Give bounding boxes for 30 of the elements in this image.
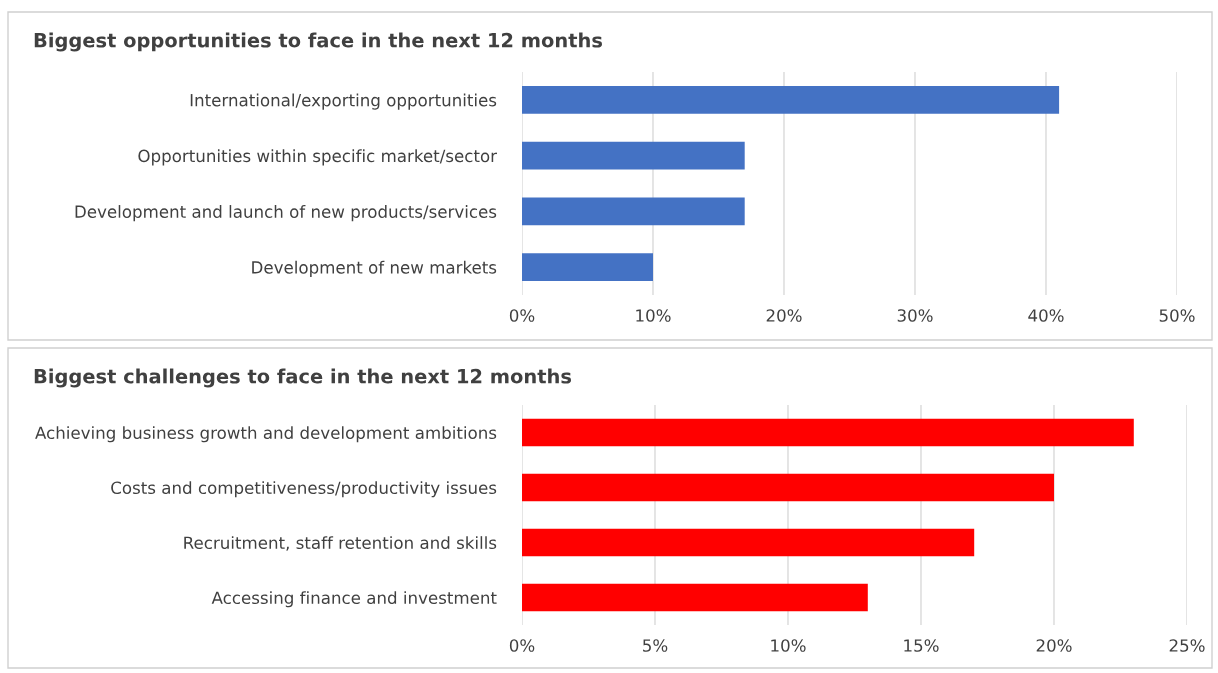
text: Biggest challenges to face in the next 12 months [34,368,572,388]
x-tick-label: 5% [643,639,668,652]
bar [522,528,975,557]
x-tick-label: 50% [1159,309,1195,322]
x-tick-label: 20% [766,309,802,322]
x-tick-label: 10% [636,309,671,322]
bar [522,253,653,282]
bar [522,197,745,226]
y-tick-label: Accessing finance and investment [211,591,497,608]
bar [522,418,1134,447]
x-tick-label: 20% [1036,639,1072,652]
x-tick-label: 40% [1028,309,1064,322]
y-tick-label: Costs and competitiveness/productivity issues [111,481,497,498]
y-tick-label: Development and launch of new products/services [75,205,497,222]
x-tick-label: 25% [1169,639,1205,652]
y-tick-label: Development of new markets [252,260,497,277]
y-tick-label: International/exporting opportunities [190,93,497,110]
bar [522,141,745,170]
bar [522,473,1054,502]
x-tick-label: 0% [509,309,535,322]
y-tick-label: Opportunities within specific market/sector [138,149,498,166]
x-tick-label: 10% [771,639,806,652]
x-tick-label: 30% [897,309,933,322]
x-tick-label: 15% [904,639,939,652]
y-tick-label: Achieving business growth and development ambitions [35,426,497,443]
bar [522,583,868,612]
bar [522,85,1060,114]
text: Biggest opportunities to face in the next 12 months [34,32,603,52]
x-tick-label: 0% [509,639,535,652]
y-tick-label: Recruitment, staff retention and skills [184,536,497,551]
